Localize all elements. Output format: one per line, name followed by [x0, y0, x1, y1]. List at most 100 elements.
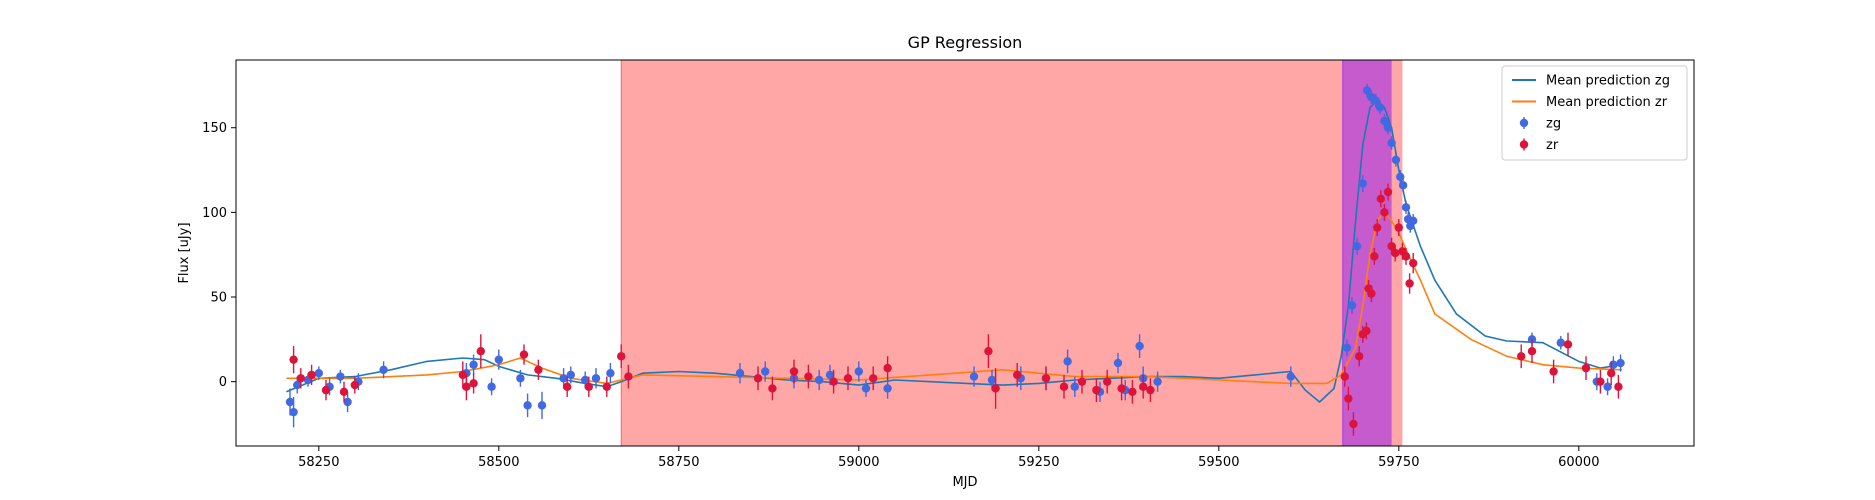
data-point-2-2	[293, 380, 302, 390]
data-point-2-13	[494, 355, 503, 364]
data-point-2-65	[1609, 360, 1618, 369]
data-point-3-46	[1373, 223, 1382, 232]
data-point-3-17	[753, 374, 763, 383]
data-point-2-45	[1352, 242, 1362, 251]
data-point-3-44	[1367, 289, 1376, 298]
data-point-3-19	[789, 367, 799, 376]
chart-title: GP Regression	[908, 33, 1023, 52]
data-point-2-55	[1396, 172, 1405, 182]
data-point-3-54	[1401, 252, 1411, 261]
x-tick-label-2: 58750	[658, 455, 699, 470]
data-point-3-13	[584, 382, 593, 391]
data-point-2-22	[735, 369, 745, 378]
data-point-3-4	[339, 387, 349, 397]
legend-label-0: Mean prediction zg	[1546, 74, 1670, 89]
shaded-regions	[620, 60, 1403, 446]
data-point-2-19	[581, 375, 590, 385]
x-tick-label-5: 59500	[1198, 455, 1239, 470]
legend: Mean prediction zg Mean prediction zr zg zr	[1501, 65, 1688, 161]
data-point-3-11	[534, 365, 543, 375]
data-point-3-59	[1549, 367, 1558, 376]
data-point-3-28	[1041, 374, 1051, 383]
data-point-3-1	[296, 374, 305, 383]
data-point-3-0	[289, 355, 298, 364]
legend-box	[1501, 65, 1688, 161]
data-point-2-41	[1153, 377, 1162, 386]
data-point-2-7	[343, 397, 352, 407]
data-point-2-6	[336, 372, 345, 381]
data-point-2-51	[1380, 116, 1389, 126]
data-point-3-40	[1355, 352, 1364, 361]
data-point-3-49	[1383, 187, 1393, 197]
data-point-2-14	[516, 374, 525, 383]
data-point-3-32	[1103, 377, 1112, 386]
data-point-3-55	[1405, 279, 1414, 288]
data-point-3-30	[1077, 377, 1087, 386]
data-point-2-37	[1113, 358, 1123, 368]
data-point-3-33	[1117, 384, 1126, 393]
data-point-3-22	[843, 374, 853, 383]
data-point-3-36	[1146, 385, 1155, 395]
data-point-2-43	[1342, 343, 1352, 353]
data-point-2-62	[1556, 338, 1566, 347]
data-point-2-31	[987, 375, 997, 385]
data-point-2-17	[559, 374, 568, 383]
data-point-3-52	[1394, 223, 1404, 232]
x-axis: 58250 58500 58750 59000 59250 59500 59750 60000	[298, 446, 1599, 470]
x-tick-label-4: 59250	[1018, 455, 1059, 470]
data-point-2-27	[854, 367, 863, 376]
data-point-3-39	[1349, 419, 1358, 429]
data-point-3-63	[1607, 369, 1616, 378]
data-point-3-34	[1128, 387, 1137, 397]
data-point-2-25	[815, 375, 824, 385]
data-point-3-45	[1370, 252, 1379, 261]
data-point-2-15	[523, 401, 532, 410]
shaded-region-0	[621, 60, 1403, 446]
data-point-2-35	[1070, 382, 1080, 391]
data-point-3-64	[1614, 382, 1623, 391]
data-point-3-56	[1409, 258, 1418, 268]
data-point-3-51	[1391, 248, 1400, 258]
data-point-3-58	[1527, 346, 1537, 356]
data-point-2-18	[566, 370, 575, 380]
y-tick-label-2: 100	[202, 206, 227, 221]
data-point-3-14	[602, 382, 611, 391]
data-point-3-50	[1387, 242, 1396, 251]
data-point-3-6	[458, 370, 467, 380]
data-point-3-48	[1380, 208, 1389, 217]
data-point-2-11	[469, 360, 478, 369]
data-point-3-62	[1596, 377, 1605, 386]
x-tick-label-6: 59750	[1378, 455, 1419, 470]
legend-label-1: Mean prediction zr	[1546, 95, 1668, 110]
y-axis: 0 50 100 150	[202, 121, 236, 390]
data-point-2-57	[1401, 203, 1411, 212]
data-point-3-61	[1581, 363, 1591, 373]
x-tick-label-0: 58250	[298, 455, 339, 470]
y-tick-label-3: 150	[202, 121, 227, 136]
data-point-3-3	[321, 385, 331, 395]
data-point-2-9	[379, 365, 388, 375]
data-point-3-18	[768, 384, 777, 393]
y-tick-label-0: 0	[219, 375, 227, 390]
data-point-3-20	[804, 372, 813, 381]
data-point-3-37	[1340, 372, 1350, 381]
x-tick-label-7: 60000	[1558, 455, 1599, 470]
data-point-2-30	[969, 372, 979, 381]
data-point-2-56	[1398, 181, 1408, 190]
data-point-2-21	[606, 369, 615, 378]
data-point-2-53	[1387, 138, 1396, 148]
data-point-2-50	[1375, 103, 1385, 112]
x-axis-label: MJD	[952, 475, 977, 490]
y-axis-label: Flux [uJy]	[177, 222, 192, 283]
data-point-3-42	[1362, 326, 1371, 336]
data-point-3-8	[469, 379, 478, 388]
y-tick-label-1: 50	[210, 291, 227, 306]
data-point-3-12	[563, 382, 572, 391]
data-point-2-16	[537, 401, 547, 410]
data-point-2-20	[591, 374, 601, 383]
series-line-0	[286, 99, 1623, 404]
data-point-3-35	[1139, 382, 1148, 391]
data-point-3-23	[869, 374, 878, 383]
data-point-3-47	[1376, 194, 1386, 204]
